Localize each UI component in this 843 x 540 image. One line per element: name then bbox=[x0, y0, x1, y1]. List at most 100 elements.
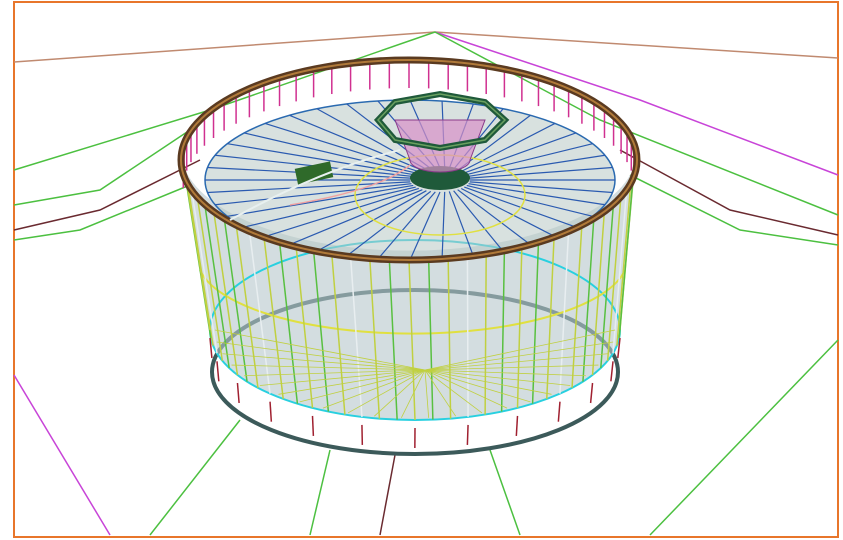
wall-column bbox=[223, 217, 248, 382]
floor-ray bbox=[424, 364, 599, 371]
wall-strut bbox=[557, 401, 561, 422]
rafter bbox=[214, 183, 412, 206]
wall-strut bbox=[515, 415, 519, 436]
rafter bbox=[466, 143, 593, 176]
cable bbox=[289, 164, 411, 206]
rafter bbox=[316, 108, 427, 170]
wall-column bbox=[196, 194, 224, 361]
rafter bbox=[469, 181, 613, 194]
wall-column bbox=[212, 209, 239, 376]
wall-column bbox=[531, 241, 540, 404]
rafter bbox=[466, 184, 593, 217]
platform bbox=[294, 161, 334, 185]
central-ring-edge bbox=[376, 93, 507, 149]
floor-ray bbox=[424, 369, 531, 403]
floor-ray bbox=[424, 353, 608, 371]
wall-column bbox=[484, 253, 487, 415]
guy-line bbox=[434, 31, 839, 216]
wall-column bbox=[312, 250, 330, 412]
wall-column bbox=[582, 217, 595, 382]
wall-column bbox=[203, 202, 230, 369]
cable bbox=[229, 149, 401, 221]
rafter bbox=[460, 187, 556, 238]
guy-line bbox=[619, 149, 839, 236]
rafter bbox=[441, 191, 446, 260]
rafter bbox=[464, 186, 577, 228]
floor-ray bbox=[424, 369, 552, 395]
guy-line bbox=[309, 449, 331, 536]
rafter bbox=[409, 191, 441, 261]
rafter bbox=[469, 166, 613, 179]
wall-column bbox=[546, 236, 555, 399]
floor-ray bbox=[322, 369, 426, 409]
wall-strut bbox=[617, 337, 621, 359]
wall-column bbox=[612, 185, 628, 354]
floor-ray bbox=[424, 369, 586, 377]
wall-column bbox=[606, 194, 622, 361]
guy-line bbox=[13, 374, 111, 536]
tank-wall bbox=[182, 160, 636, 420]
wall-strut bbox=[466, 424, 469, 445]
wall-column bbox=[571, 224, 583, 388]
wall-strut bbox=[311, 415, 315, 436]
floor-ray bbox=[424, 341, 614, 371]
floor-ray bbox=[347, 369, 426, 414]
guy-line bbox=[13, 159, 201, 231]
wall-strut bbox=[610, 361, 614, 382]
rafter bbox=[453, 190, 504, 252]
wall-column bbox=[331, 253, 346, 415]
floor-ray bbox=[374, 369, 426, 417]
wall-strut bbox=[236, 382, 240, 404]
wall-column bbox=[278, 241, 299, 404]
rafter bbox=[468, 183, 606, 206]
floor-ray bbox=[424, 369, 483, 414]
wall-column bbox=[248, 230, 271, 394]
wall-strut bbox=[589, 382, 594, 404]
wall-column bbox=[408, 259, 416, 421]
wall-column bbox=[616, 177, 633, 346]
floor-ray bbox=[424, 369, 430, 418]
floor-ray bbox=[299, 369, 426, 403]
wall-strut bbox=[269, 401, 273, 422]
guy-line bbox=[149, 419, 241, 536]
rafter bbox=[457, 189, 531, 246]
wall-strut bbox=[209, 337, 213, 359]
floor-ray bbox=[278, 369, 426, 395]
wall-column bbox=[516, 246, 523, 408]
wall-column bbox=[591, 209, 606, 376]
rafter bbox=[460, 122, 556, 173]
rafter bbox=[316, 190, 427, 252]
wall-strut bbox=[216, 361, 220, 382]
guy-lines bbox=[13, 31, 839, 536]
floor-ray bbox=[424, 369, 457, 417]
rafter bbox=[264, 122, 419, 173]
floor-ray bbox=[216, 341, 426, 371]
guy-line bbox=[489, 449, 521, 536]
floor-ray bbox=[424, 329, 616, 371]
hub-base bbox=[410, 166, 470, 190]
floor-ray bbox=[231, 364, 426, 371]
floor-ray bbox=[424, 369, 508, 409]
guy-line bbox=[13, 184, 191, 241]
floor-ray bbox=[259, 369, 426, 386]
wall-column bbox=[190, 185, 218, 354]
guy-line bbox=[379, 454, 396, 536]
wall-column bbox=[600, 202, 615, 369]
wall-column bbox=[235, 224, 259, 388]
rafter bbox=[464, 132, 577, 174]
guy-line bbox=[649, 339, 839, 536]
rafter bbox=[227, 143, 414, 176]
rafter bbox=[244, 186, 416, 228]
wall-column bbox=[369, 258, 381, 419]
rafter bbox=[377, 191, 436, 260]
wall-column bbox=[447, 258, 452, 419]
guy-line bbox=[434, 31, 839, 176]
rafter bbox=[244, 132, 416, 174]
floor-ray bbox=[400, 369, 426, 418]
guy-line bbox=[13, 129, 191, 206]
rafter bbox=[289, 114, 423, 171]
wall-column bbox=[349, 256, 363, 417]
rafter bbox=[227, 184, 414, 217]
rafter bbox=[264, 187, 419, 238]
floor-ray bbox=[222, 353, 426, 371]
